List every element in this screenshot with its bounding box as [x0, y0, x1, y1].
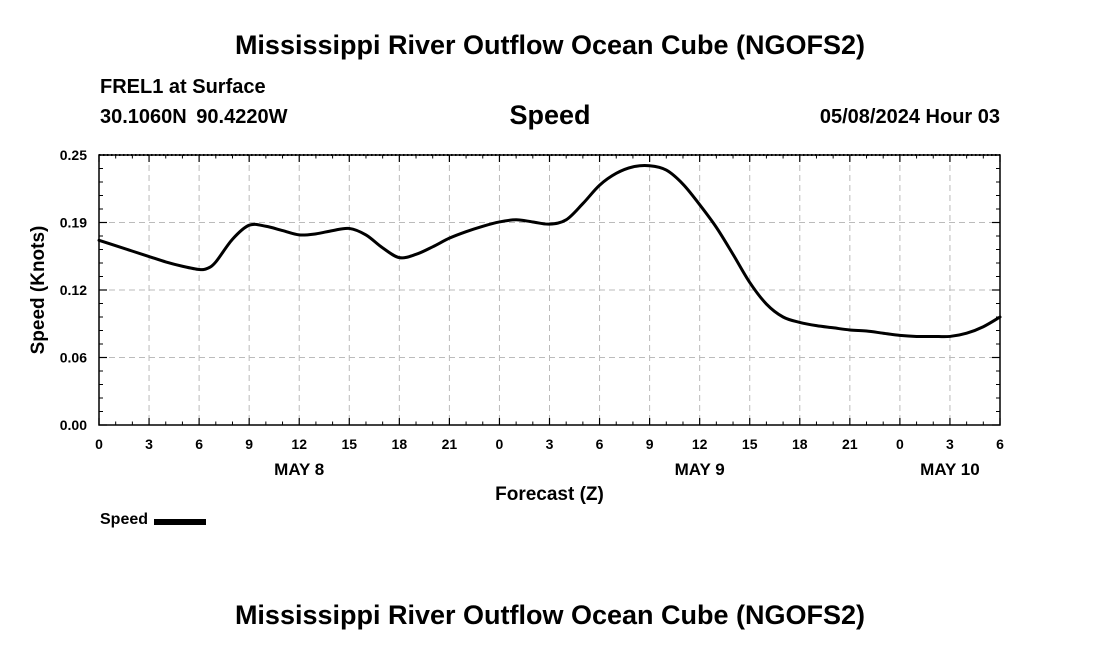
x-tick-label: 12 — [291, 436, 307, 452]
x-tick-labels: 0 3 6 9 12 15 18 21 0 3 6 9 12 15 18 21 0 3 6 — [95, 436, 1004, 452]
x-tick-label: 18 — [792, 436, 808, 452]
x-tick-label: 0 — [95, 436, 103, 452]
x-tick-label: 3 — [546, 436, 554, 452]
y-tick-label: 0.12 — [60, 282, 87, 298]
y-axis-label: Speed (Knots) — [28, 226, 49, 355]
legend: Speed — [100, 509, 207, 531]
x-axis-label: Forecast (Z) — [495, 484, 604, 505]
x-tick-label: 21 — [842, 436, 858, 452]
y-tick-label: 0.06 — [60, 350, 87, 366]
x-tick-label: 18 — [392, 436, 408, 452]
station-coordinates: 30.1060N 90.4220W — [100, 106, 288, 128]
legend-line-swatch — [154, 518, 207, 525]
x-tick-label: 15 — [742, 436, 758, 452]
station-label: FREL1 at Surface — [100, 76, 266, 98]
date-labels: MAY 8 MAY 9 MAY 10 — [274, 460, 980, 479]
x-tick-label: 3 — [145, 436, 153, 452]
x-tick-label: 6 — [996, 436, 1004, 452]
x-tick-label: 15 — [341, 436, 357, 452]
forecast-datetime: 05/08/2024 Hour 03 — [819, 106, 1000, 128]
footer-chart-title: Mississippi River Outflow Ocean Cube (NG… — [234, 600, 866, 630]
x-tick-label: 0 — [496, 436, 504, 452]
grid-lines — [99, 155, 1000, 425]
y-tick-label: 0.00 — [60, 417, 87, 433]
x-tick-label: 6 — [596, 436, 604, 452]
x-tick-label: 6 — [195, 436, 203, 452]
x-tick-label: 0 — [896, 436, 904, 452]
chart-title: Mississippi River Outflow Ocean Cube (NG… — [234, 30, 866, 60]
y-tick-labels: 0.00 0.06 0.12 0.19 0.25 — [60, 147, 87, 433]
major-ticks — [98, 154, 1001, 426]
y-tick-label: 0.25 — [60, 147, 87, 163]
x-tick-label: 3 — [946, 436, 954, 452]
x-tick-label: 12 — [692, 436, 708, 452]
y-tick-label: 0.19 — [60, 215, 87, 231]
variable-title: Speed — [509, 100, 591, 130]
date-label: MAY 9 — [675, 460, 725, 479]
series-line-speed — [97, 164, 1002, 339]
date-label: MAY 8 — [274, 460, 324, 479]
series-layer — [97, 164, 1002, 339]
legend-label: Speed — [100, 511, 149, 528]
x-tick-label: 9 — [646, 436, 654, 452]
date-label: MAY 10 — [920, 460, 980, 479]
x-tick-label: 9 — [245, 436, 253, 452]
x-tick-label: 21 — [442, 436, 458, 452]
speed-chart: 0.00 0.06 0.12 0.19 0.25 0 3 6 9 12 15 18 21 0 3 6 9 12 1… — [28, 147, 1004, 505]
